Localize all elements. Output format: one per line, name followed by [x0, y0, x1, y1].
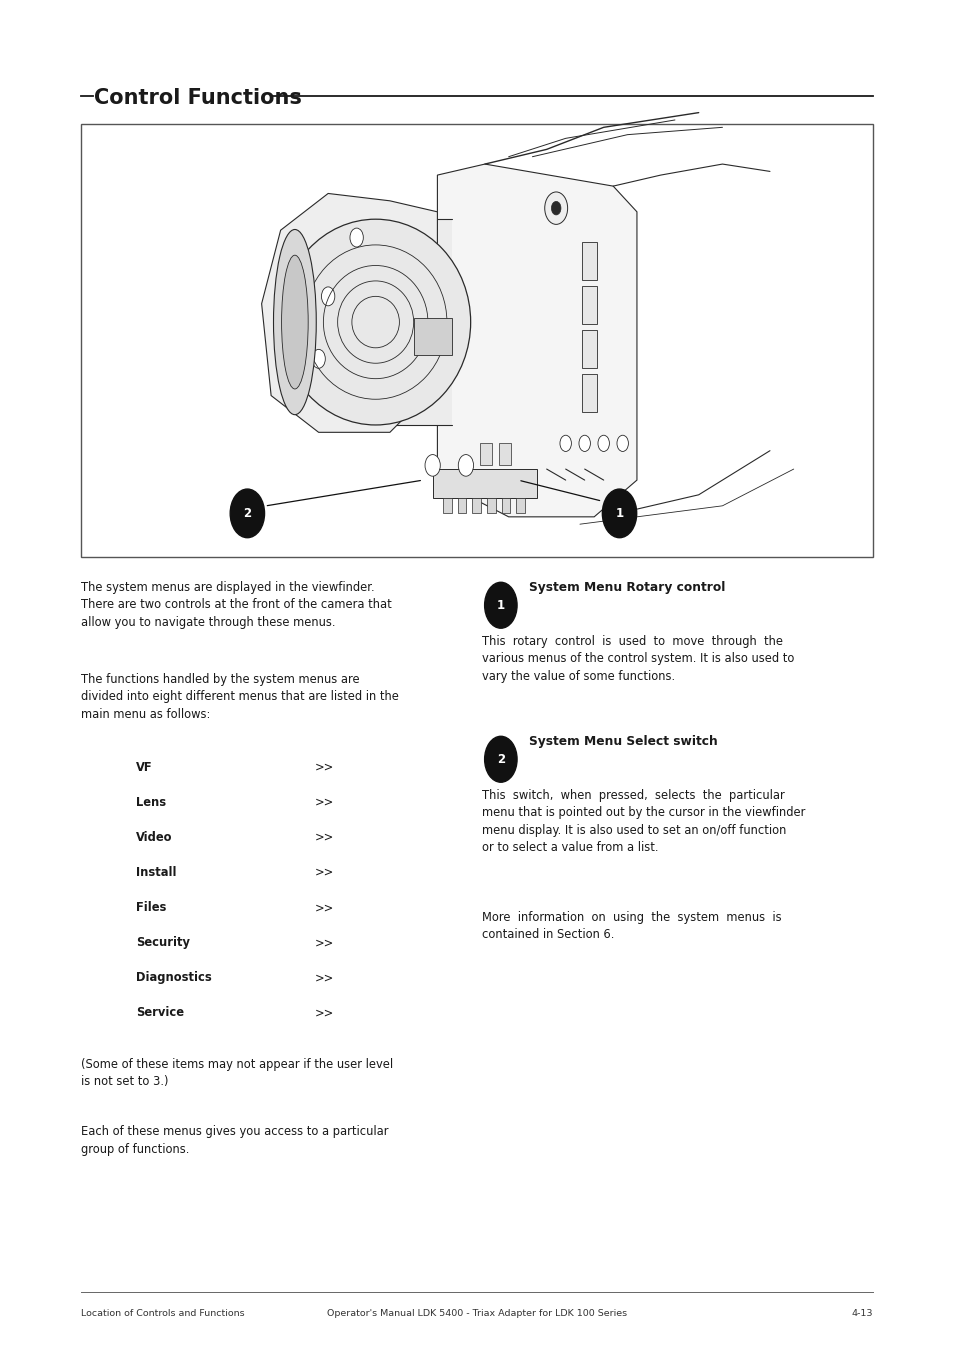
Circle shape: [484, 582, 517, 628]
Text: Lens: Lens: [136, 796, 167, 809]
Text: This  switch,  when  pressed,  selects  the  particular
menu that is pointed out: This switch, when pressed, selects the p…: [481, 789, 804, 854]
Bar: [414, 319, 451, 355]
Bar: [498, 443, 511, 465]
Circle shape: [484, 736, 517, 782]
Text: Video: Video: [136, 831, 172, 844]
Text: >>: >>: [314, 831, 334, 844]
Circle shape: [350, 228, 363, 247]
Text: >>: >>: [314, 761, 334, 774]
Circle shape: [312, 350, 325, 369]
Circle shape: [321, 286, 335, 305]
Bar: [581, 242, 597, 280]
Bar: [516, 499, 524, 513]
Text: 1: 1: [497, 598, 504, 612]
Text: Service: Service: [136, 1006, 184, 1020]
Text: (Some of these items may not appear if the user level
is not set to 3.): (Some of these items may not appear if t…: [81, 1058, 393, 1089]
Text: The system menus are displayed in the viewfinder.
There are two controls at the : The system menus are displayed in the vi…: [81, 581, 392, 630]
Text: Security: Security: [136, 936, 191, 950]
Text: 2: 2: [497, 753, 504, 766]
Bar: [486, 499, 495, 513]
Polygon shape: [436, 163, 637, 517]
Polygon shape: [375, 219, 451, 426]
Bar: [581, 330, 597, 367]
Text: Files: Files: [136, 901, 167, 915]
Circle shape: [551, 201, 560, 215]
Ellipse shape: [281, 255, 308, 389]
Bar: [442, 499, 451, 513]
Text: 1: 1: [615, 507, 623, 520]
Text: 2: 2: [243, 507, 252, 520]
Circle shape: [617, 435, 628, 451]
Circle shape: [601, 489, 636, 538]
Text: Install: Install: [136, 866, 176, 880]
Circle shape: [230, 489, 264, 538]
Text: >>: >>: [314, 866, 334, 880]
Circle shape: [425, 454, 440, 476]
Bar: [457, 499, 466, 513]
Text: >>: >>: [314, 1006, 334, 1020]
Text: Diagnostics: Diagnostics: [136, 971, 212, 985]
Bar: [479, 443, 492, 465]
Text: >>: >>: [314, 796, 334, 809]
Text: Each of these menus gives you access to a particular
group of functions.: Each of these menus gives you access to …: [81, 1125, 388, 1156]
Text: Operator's Manual LDK 5400 - Triax Adapter for LDK 100 Series: Operator's Manual LDK 5400 - Triax Adapt…: [327, 1309, 626, 1317]
Bar: [433, 469, 537, 499]
Text: 4-13: 4-13: [850, 1309, 872, 1317]
Text: >>: >>: [314, 901, 334, 915]
Text: Control Functions: Control Functions: [94, 88, 302, 108]
Text: System Menu Select switch: System Menu Select switch: [528, 735, 717, 748]
Polygon shape: [261, 193, 436, 432]
Text: System Menu Rotary control: System Menu Rotary control: [528, 581, 724, 594]
Text: More  information  on  using  the  system  menus  is
contained in Section 6.: More information on using the system men…: [481, 911, 781, 942]
Circle shape: [544, 192, 567, 224]
Text: Location of Controls and Functions: Location of Controls and Functions: [81, 1309, 245, 1317]
Circle shape: [559, 435, 571, 451]
Bar: [581, 374, 597, 412]
Circle shape: [578, 435, 590, 451]
Bar: [81, 124, 872, 557]
Circle shape: [598, 435, 609, 451]
Text: >>: >>: [314, 971, 334, 985]
Bar: [581, 286, 597, 324]
Bar: [472, 499, 480, 513]
Text: >>: >>: [314, 936, 334, 950]
Text: This  rotary  control  is  used  to  move  through  the
various menus of the con: This rotary control is used to move thro…: [481, 635, 793, 684]
Text: The functions handled by the system menus are
divided into eight different menus: The functions handled by the system menu…: [81, 673, 398, 721]
Circle shape: [457, 454, 473, 476]
Text: VF: VF: [136, 761, 152, 774]
Bar: [501, 499, 510, 513]
Ellipse shape: [280, 219, 470, 426]
Ellipse shape: [274, 230, 316, 415]
